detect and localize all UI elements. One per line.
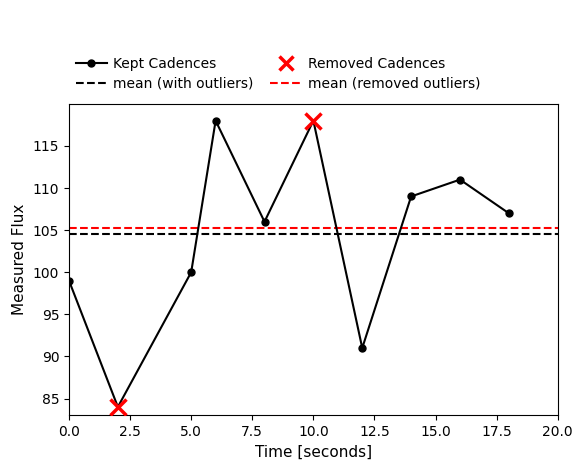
- Legend: Kept Cadences, mean (with outliers), Removed Cadences, mean (removed outliers): Kept Cadences, mean (with outliers), Rem…: [76, 57, 481, 91]
- Y-axis label: Measured Flux: Measured Flux: [12, 204, 27, 315]
- X-axis label: Time [seconds]: Time [seconds]: [255, 445, 372, 460]
